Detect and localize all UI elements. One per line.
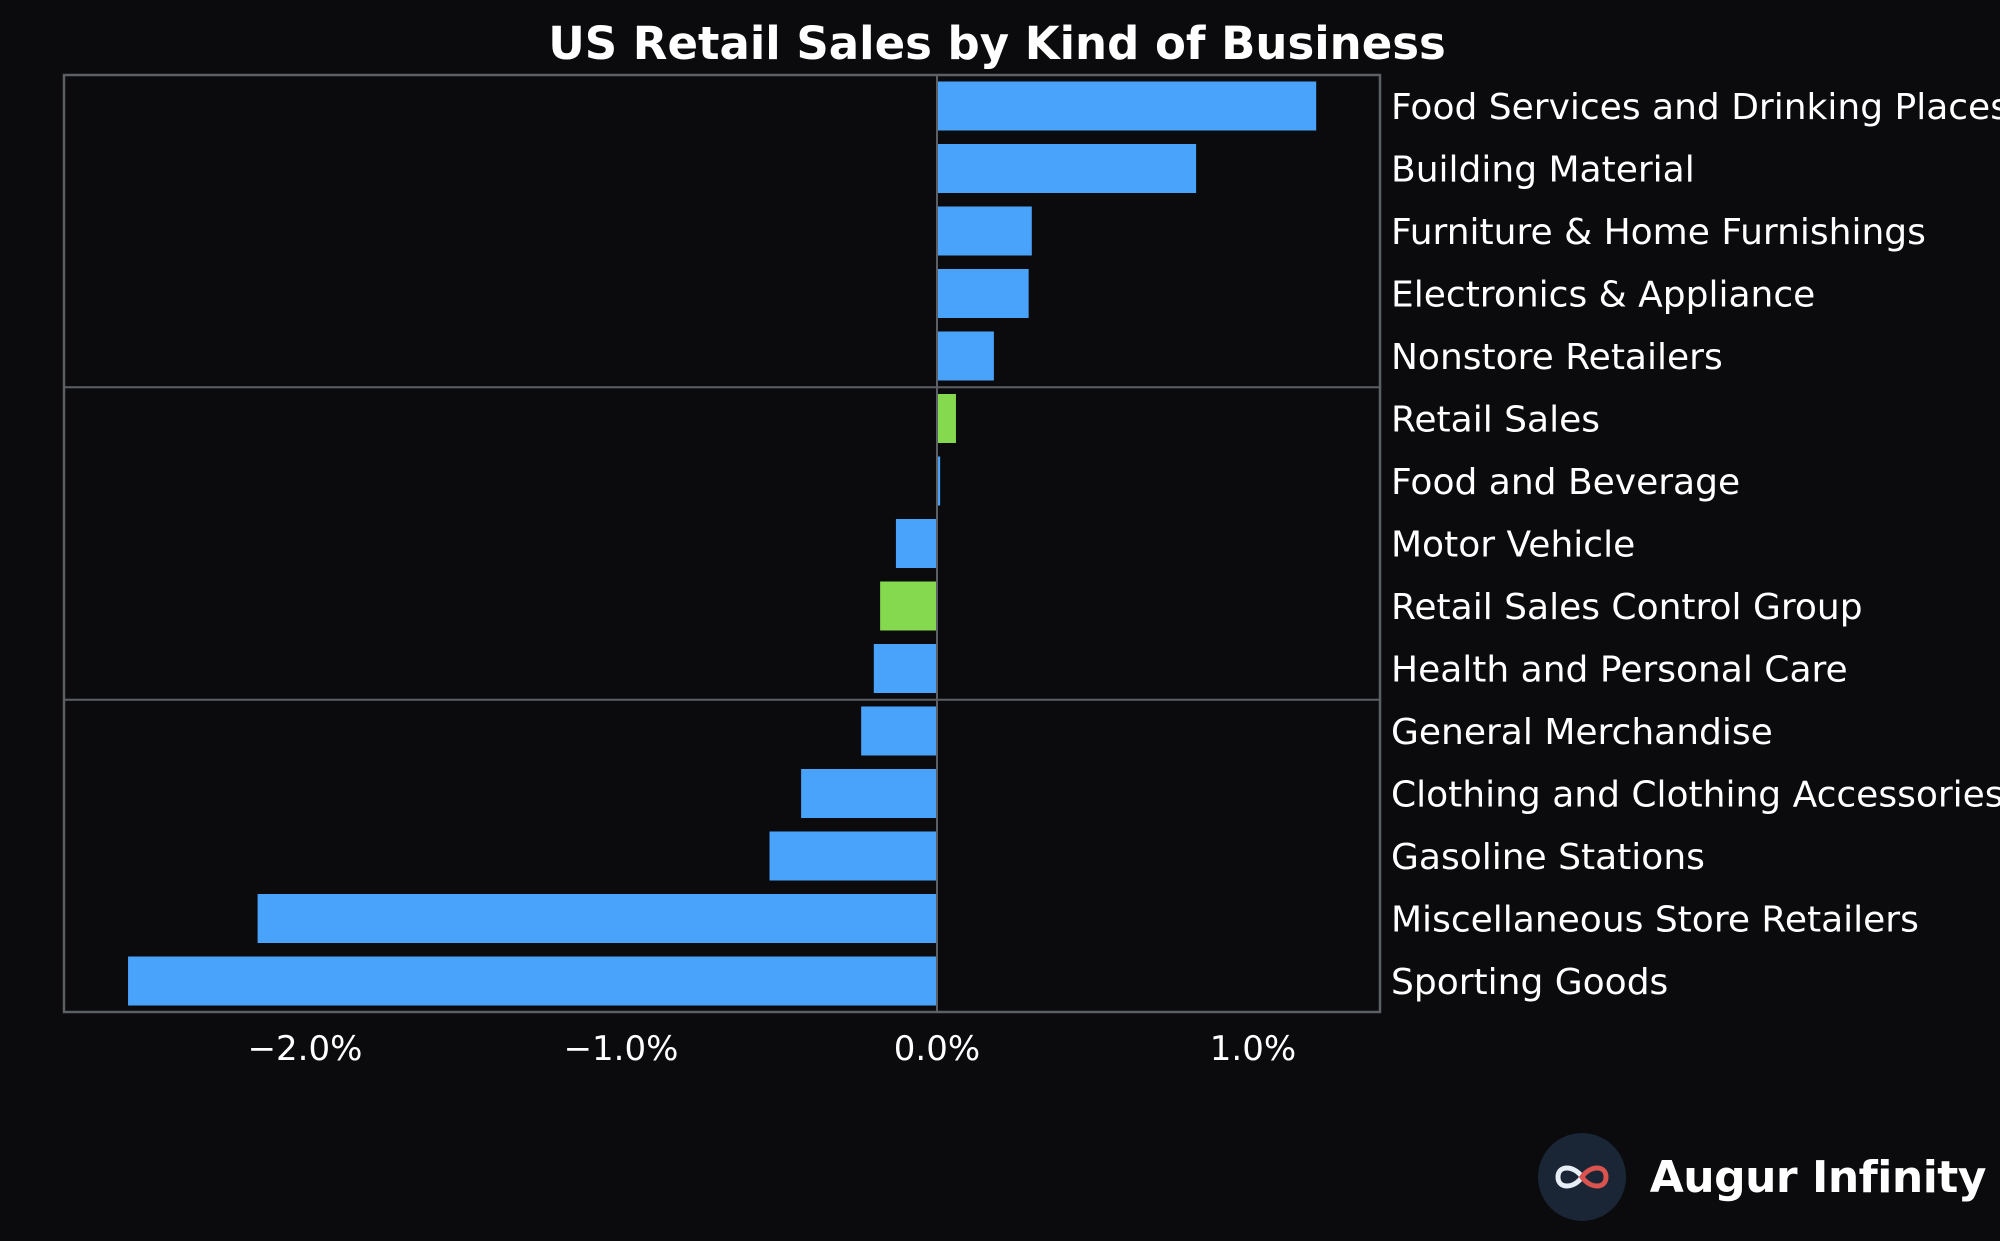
bar-sporting-goods [128, 956, 938, 1006]
brand-watermark: Augur Infinity [1537, 1127, 1987, 1227]
category-label: Retail Sales Control Group [1391, 587, 1863, 628]
bars-layer [128, 81, 1317, 1006]
category-label: Building Material [1391, 150, 1695, 191]
bar-miscellaneous-store-retailers [257, 894, 938, 943]
bar-retail-sales [937, 394, 956, 443]
bar-food-and-beverage [937, 456, 941, 506]
category-label: General Merchandise [1391, 712, 1773, 753]
x-axis-ticks: −2.0% −1.0% 0.0% 1.0% [248, 1029, 1297, 1069]
bar-chart: US Retail Sales by Kind of Business Food… [62, 17, 2000, 1069]
bar-health-and-personal-care [873, 644, 937, 693]
bar-food-services-and-drinking-places [937, 81, 1317, 131]
bar-building-material [937, 144, 1197, 193]
category-label: Electronics & Appliance [1391, 275, 1815, 316]
category-label: Clothing and Clothing Accessories [1391, 775, 2000, 816]
category-label: Health and Personal Care [1391, 650, 1848, 691]
x-tick-label: −2.0% [248, 1029, 363, 1069]
infinity-logo-icon [1537, 1133, 1626, 1221]
category-label: Retail Sales [1391, 400, 1600, 441]
category-label: Miscellaneous Store Retailers [1391, 900, 1919, 941]
plot-frame [62, 73, 1382, 1014]
bar-furniture-and-home-furnishings [937, 206, 1032, 256]
category-label: Food and Beverage [1391, 462, 1740, 503]
bar-general-merchandise [861, 706, 937, 756]
chart-title: US Retail Sales by Kind of Business [548, 17, 1446, 70]
category-label: Sporting Goods [1391, 962, 1668, 1003]
category-labels: Food Services and Drinking Places Buildin… [1391, 87, 2000, 1003]
bar-motor-vehicle [895, 519, 937, 568]
bar-nonstore-retailers [937, 331, 994, 381]
x-tick-label: 1.0% [1210, 1029, 1296, 1069]
bar-electronics-and-appliance [937, 269, 1029, 318]
category-label: Nonstore Retailers [1391, 337, 1723, 378]
category-label: Furniture & Home Furnishings [1391, 212, 1926, 253]
bar-retail-sales-control-group [880, 581, 937, 631]
x-tick-label: −1.0% [564, 1029, 679, 1069]
x-tick-label: 0.0% [894, 1029, 980, 1069]
bar-gasoline-stations [769, 831, 937, 881]
plot-border [62, 73, 1382, 1014]
brand-name: Augur Infinity [1649, 1151, 1987, 1203]
category-label: Gasoline Stations [1391, 837, 1705, 878]
category-label: Food Services and Drinking Places [1391, 87, 2000, 128]
category-label: Motor Vehicle [1391, 525, 1635, 566]
bar-clothing-and-clothing-accessories [801, 769, 937, 818]
